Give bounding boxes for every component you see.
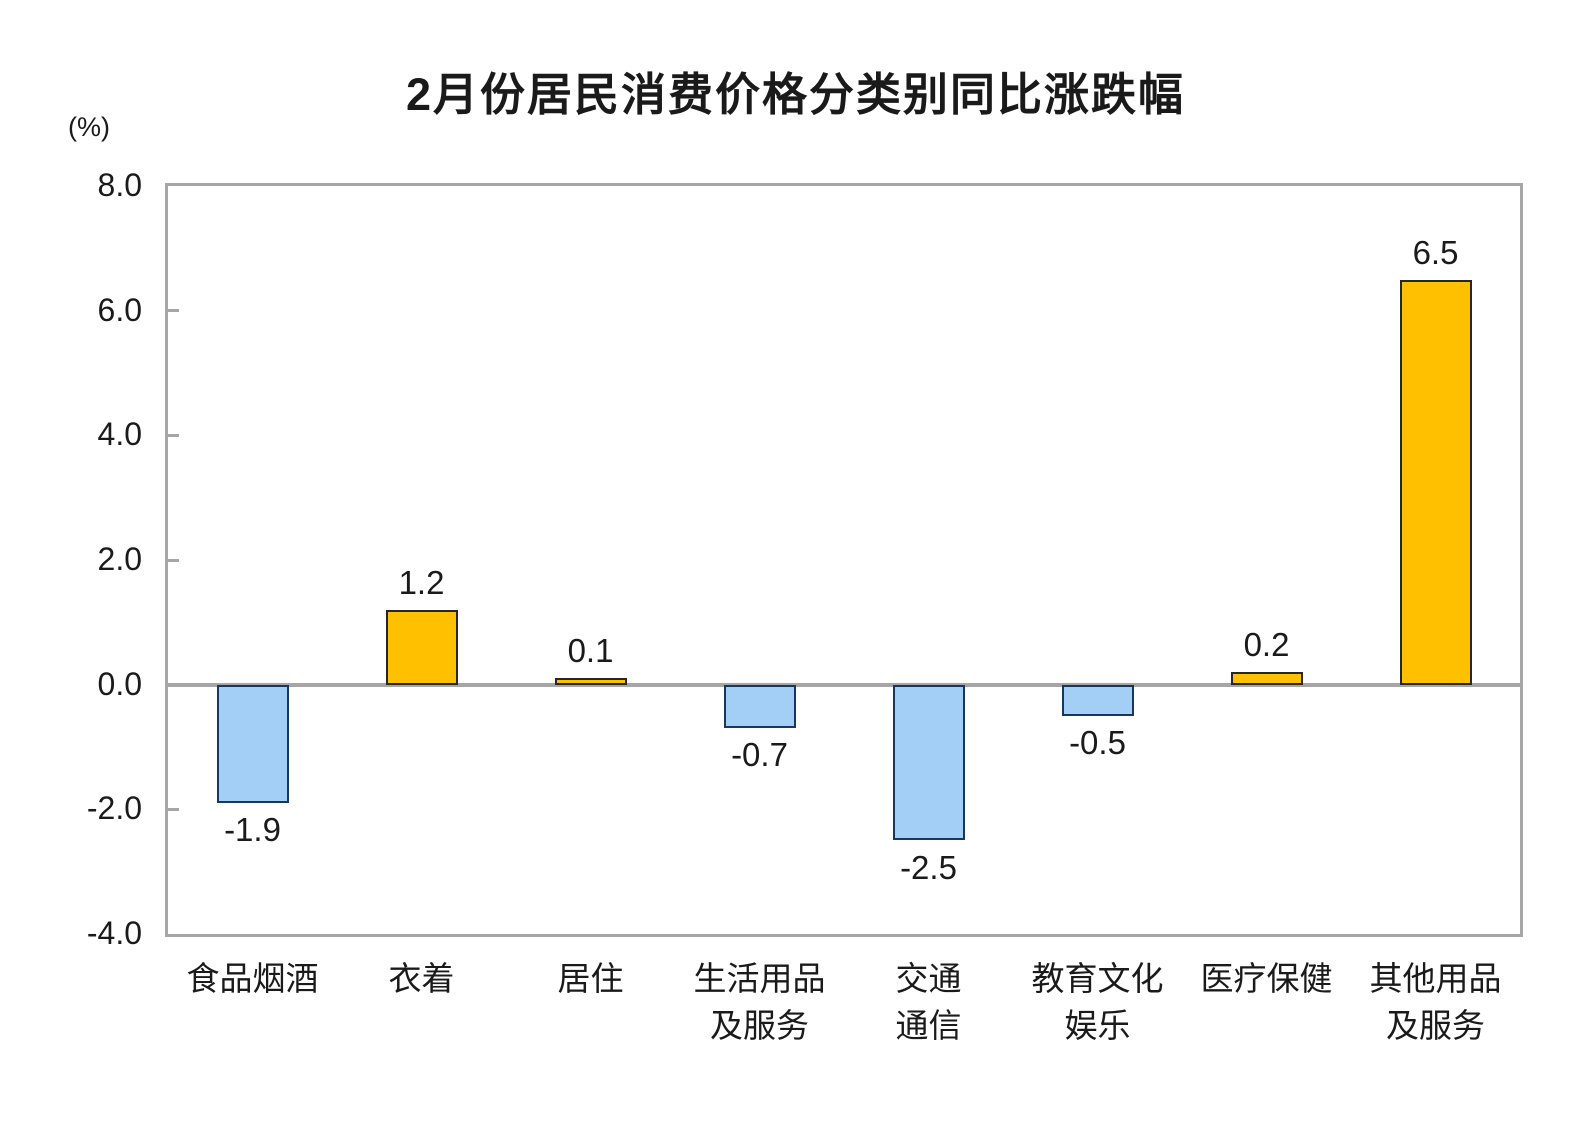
y-axis-tick-label-8.0: 8.0 xyxy=(97,167,142,203)
value-label-交通通信: -2.5 xyxy=(900,848,957,886)
x-axis-category-label-教育文化娱乐: 教育文化 娱乐 xyxy=(1031,960,1164,1044)
y-axis-tick-label--2.0: -2.0 xyxy=(86,790,142,827)
y-axis-tick-mark xyxy=(168,558,179,562)
bar-食品烟酒 xyxy=(216,684,289,804)
value-label-教育文化娱乐: -0.5 xyxy=(1069,723,1126,761)
value-label-其他用品及服务: 6.5 xyxy=(1412,233,1459,271)
x-axis-category-label-居住: 居住 xyxy=(557,960,624,997)
value-label-衣着: 1.2 xyxy=(398,563,445,601)
value-label-居住: 0.1 xyxy=(567,632,614,670)
value-label-医疗保健: 0.2 xyxy=(1243,626,1290,664)
value-label-生活用品及服务: -0.7 xyxy=(731,736,788,774)
x-axis-category-label-医疗保健: 医疗保健 xyxy=(1200,960,1333,997)
y-axis-tick-mark xyxy=(168,433,179,437)
y-axis-tick-label-6.0: 6.0 xyxy=(97,291,142,328)
bar-教育文化娱乐 xyxy=(1061,684,1134,716)
bar-其他用品及服务 xyxy=(1399,279,1472,685)
x-axis-category-label-其他用品及服务: 其他用品 及服务 xyxy=(1369,960,1502,1044)
plot-area: -1.9 1.2 0.1 -0.7 -2.5 -0.5 0.2 6.5 xyxy=(165,183,1523,937)
bar-居住 xyxy=(554,678,627,685)
bar-生活用品及服务 xyxy=(723,684,796,729)
bar-衣着 xyxy=(385,609,458,685)
x-axis-category-label-衣着: 衣着 xyxy=(388,960,455,997)
y-axis-tick-mark xyxy=(168,807,179,811)
chart-title: 2月份居民消费价格分类别同比涨跌幅 xyxy=(405,69,1186,120)
y-axis-tick-mark xyxy=(168,309,179,313)
y-axis-tick-label--4.0: -4.0 xyxy=(86,915,142,951)
bar-医疗保健 xyxy=(1230,672,1303,685)
y-axis-tick-label-2.0: 2.0 xyxy=(97,541,142,577)
x-axis-category-label-生活用品及服务: 生活用品 及服务 xyxy=(693,960,826,1044)
x-axis-category-label-交通通信: 交通 通信 xyxy=(895,960,962,1044)
y-axis-tick-label-0.0: 0.0 xyxy=(97,665,142,702)
bar-交通通信 xyxy=(892,684,965,841)
y-axis-tick-label-4.0: 4.0 xyxy=(97,416,142,453)
y-axis-unit-label: (%) xyxy=(68,112,110,142)
value-label-食品烟酒: -1.9 xyxy=(224,811,281,849)
x-axis-category-label-食品烟酒: 食品烟酒 xyxy=(186,960,319,997)
zero-axis-line xyxy=(168,682,1520,687)
